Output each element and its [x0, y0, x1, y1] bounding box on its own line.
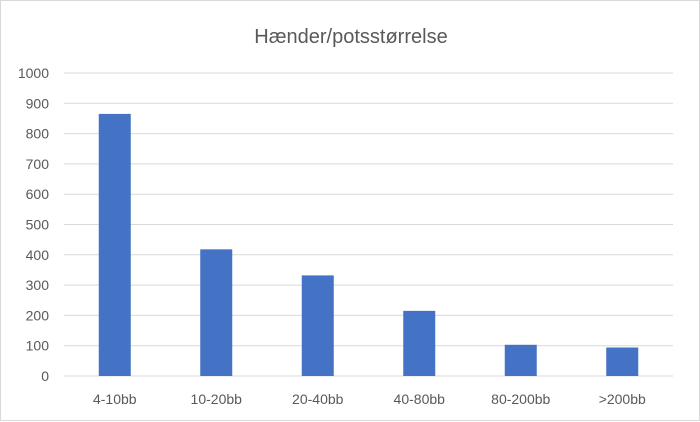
y-axis: 0 100 200 300 400 500 600 700 800 900 1000 [18, 65, 49, 384]
y-tick-label: 100 [26, 338, 50, 354]
y-tick-label: 700 [26, 156, 50, 172]
y-tick-label: 300 [26, 277, 50, 293]
x-tick-label: 10-20bb [191, 391, 243, 407]
y-tick-label: 900 [26, 95, 50, 111]
y-tick-label: 800 [26, 126, 50, 142]
x-tick-label: >200bb [599, 391, 646, 407]
y-tick-label: 200 [26, 307, 50, 323]
bar-5 [606, 347, 639, 376]
bars [98, 113, 639, 376]
bar-4 [504, 344, 537, 376]
bar-2 [301, 275, 334, 376]
y-tick-label: 0 [41, 368, 49, 384]
y-tick-label: 600 [26, 186, 50, 202]
y-tick-label: 500 [26, 217, 50, 233]
y-tick-label: 400 [26, 247, 50, 263]
x-tick-label: 80-200bb [491, 391, 550, 407]
y-tick-label: 1000 [18, 65, 49, 81]
x-tick-label: 4-10bb [93, 391, 137, 407]
x-tick-label: 40-80bb [394, 391, 446, 407]
gridlines [64, 72, 673, 377]
bar-0 [98, 113, 131, 376]
x-tick-label: 20-40bb [292, 391, 344, 407]
chart-title: Hænder/potsstørrelse [254, 26, 447, 48]
bar-1 [200, 249, 233, 376]
bar-3 [403, 310, 436, 376]
x-axis: 4-10bb 10-20bb 20-40bb 40-80bb 80-200bb >200b… [93, 391, 646, 407]
